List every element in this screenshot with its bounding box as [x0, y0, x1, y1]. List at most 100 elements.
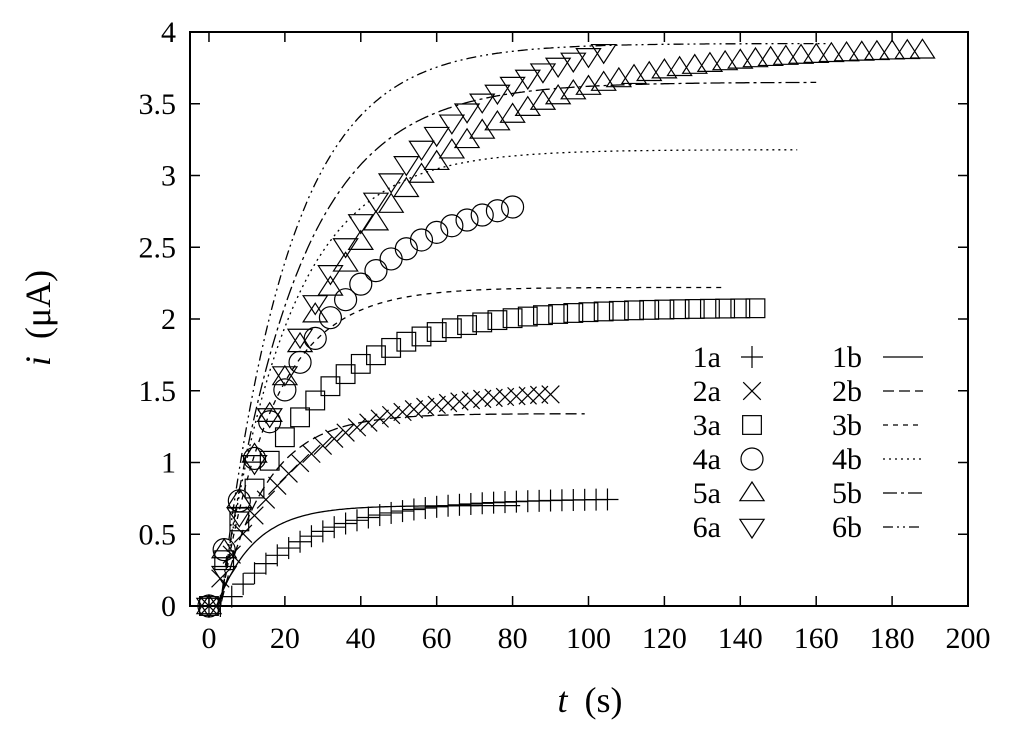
data-point — [241, 442, 268, 463]
data-point — [469, 93, 496, 114]
data-point — [286, 328, 314, 350]
data-point — [484, 109, 511, 131]
data-point — [266, 544, 289, 567]
y-tick-label: 3 — [161, 160, 176, 193]
data-point — [404, 400, 424, 419]
series-line-2b — [209, 413, 585, 607]
data-point — [349, 272, 373, 296]
y-axis-label: i (μA) — [18, 270, 58, 366]
data-point — [711, 49, 739, 71]
data-point — [290, 453, 310, 473]
legend-marker-2a — [742, 381, 762, 401]
data-point — [359, 413, 378, 432]
data-point — [590, 70, 617, 91]
data-point — [393, 176, 420, 198]
data-point — [394, 237, 418, 261]
data-point — [654, 299, 675, 320]
legend-marker-3a — [742, 415, 762, 435]
data-point — [317, 275, 344, 296]
data-point — [411, 326, 432, 347]
data-point — [440, 214, 464, 238]
legend-label-5b: 5b — [832, 477, 862, 510]
x-tick-label: 100 — [566, 622, 611, 655]
legend-label-6a: 6a — [693, 511, 721, 544]
legend-label-2a: 2a — [693, 375, 721, 408]
data-point — [195, 593, 223, 615]
data-point — [241, 455, 268, 476]
data-point — [214, 550, 235, 571]
data-point — [345, 509, 368, 532]
data-point — [368, 504, 391, 527]
data-point — [362, 192, 390, 213]
data-point — [426, 322, 447, 342]
data-point — [450, 392, 469, 411]
data-point — [499, 102, 526, 123]
data-point — [624, 300, 644, 321]
data-point — [393, 156, 420, 177]
y-tick-label: 2.5 — [139, 231, 177, 264]
data-point — [274, 427, 295, 448]
data-point — [541, 385, 560, 404]
data-point — [311, 520, 334, 543]
data-point — [730, 298, 751, 319]
legend-label-4b: 4b — [832, 443, 862, 476]
data-point — [366, 345, 386, 366]
data-point — [593, 301, 614, 322]
data-point — [256, 401, 283, 422]
data-point — [787, 43, 815, 64]
data-point — [408, 140, 435, 162]
data-point — [684, 299, 705, 319]
data-point — [575, 48, 602, 69]
data-point — [391, 500, 414, 523]
data-point — [408, 162, 435, 183]
data-point — [302, 444, 321, 464]
data-point — [514, 95, 541, 117]
data-point — [364, 259, 388, 283]
data-point — [500, 195, 525, 219]
data-point — [380, 501, 403, 524]
data-point — [277, 537, 300, 560]
data-point — [220, 585, 243, 608]
x-tick-label: 200 — [946, 622, 991, 655]
data-point — [532, 305, 553, 326]
data-point — [894, 38, 921, 60]
x-tick-label: 0 — [201, 622, 216, 655]
y-tick-label: 2 — [161, 303, 176, 336]
data-point — [727, 48, 754, 69]
data-point — [514, 69, 541, 91]
data-point — [427, 395, 446, 415]
data-point — [757, 45, 784, 67]
x-tick-label: 60 — [422, 622, 452, 655]
data-point — [438, 114, 466, 135]
legend-label-3a: 3a — [693, 409, 721, 442]
data-point — [396, 331, 417, 352]
data-point — [544, 57, 572, 79]
y-tick-label: 4 — [161, 16, 176, 49]
y-tick-label: 0.5 — [139, 518, 177, 551]
data-point — [370, 409, 389, 428]
data-point — [453, 103, 481, 124]
data-point — [303, 326, 327, 351]
data-point — [256, 408, 283, 429]
series-6a — [195, 43, 617, 619]
data-point — [332, 251, 359, 272]
legend-label-1a: 1a — [693, 341, 721, 374]
legend-marker-4a — [740, 447, 764, 471]
legend-label-3b: 3b — [832, 409, 862, 442]
data-point — [302, 295, 329, 316]
data-point — [487, 310, 508, 331]
x-axis-symbol: t — [557, 680, 568, 720]
data-point — [347, 229, 374, 250]
legend-label-5a: 5a — [693, 477, 721, 510]
legend-label-2b: 2b — [832, 375, 862, 408]
data-point — [742, 46, 769, 68]
data-point — [448, 493, 471, 516]
data-point — [772, 44, 800, 65]
data-point — [357, 506, 380, 529]
data-point — [242, 446, 267, 471]
data-point — [499, 76, 526, 98]
legend-label-6b: 6b — [832, 511, 862, 544]
x-tick-label: 80 — [498, 622, 528, 655]
legend-marker-5a — [738, 480, 766, 502]
